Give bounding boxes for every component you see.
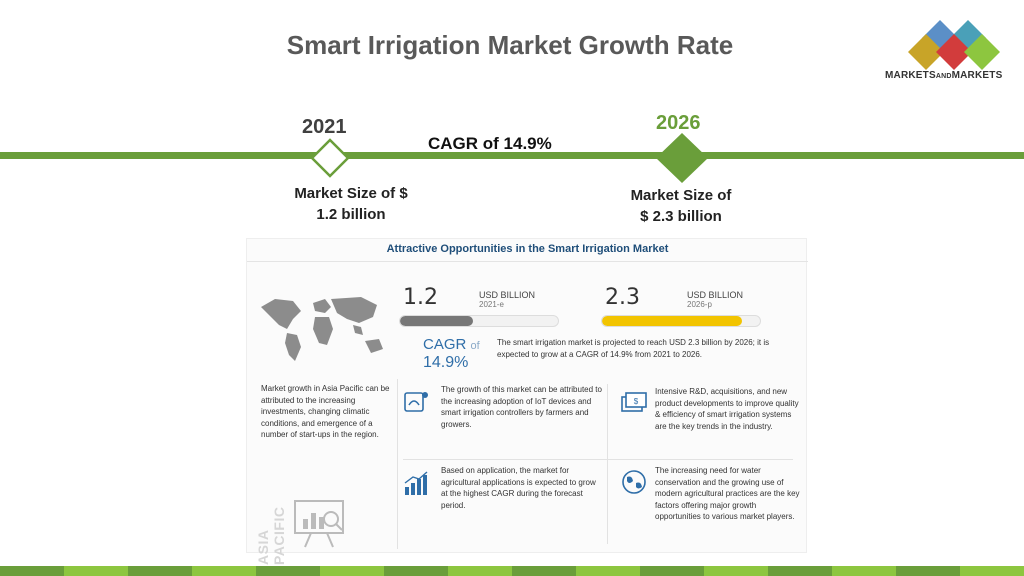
market-size-start-line1: Market Size of $ xyxy=(294,185,408,202)
projection-text: The smart irrigation market is projected… xyxy=(497,338,770,359)
card-application-text: Based on application, the market for agr… xyxy=(441,466,596,510)
market-size-end-line2: $ 2.3 billion xyxy=(640,208,722,225)
footer-stripe xyxy=(0,566,1024,576)
footer-stripe-segment xyxy=(704,566,768,576)
asia-pacific-text: Market growth in Asia Pacific can be att… xyxy=(261,384,390,439)
value-2026: 2.3 xyxy=(605,285,640,310)
cagr-word: CAGR of xyxy=(423,336,480,353)
cagr-value: 14.9% xyxy=(423,354,469,371)
year-start-label: 2021 xyxy=(302,116,347,138)
footer-stripe-segment xyxy=(576,566,640,576)
market-size-end-line1: Market Size of xyxy=(630,187,732,204)
market-size-start: Market Size of $ 1.2 billion xyxy=(276,183,426,225)
footer-stripe-segment xyxy=(832,566,896,576)
footer-stripe-segment xyxy=(320,566,384,576)
bar-2026-track xyxy=(601,315,761,327)
cagr-label: CAGR of 14.9% xyxy=(428,134,552,153)
infographic-divider xyxy=(247,261,808,262)
unit-2021-label: USD BILLION xyxy=(479,290,536,300)
growth-chart-icon xyxy=(404,471,428,495)
footer-stripe-segment xyxy=(640,566,704,576)
unit-2021-sub: 2021-e xyxy=(479,300,504,309)
market-size-start-line2: 1.2 billion xyxy=(316,206,386,223)
globe-water-icon xyxy=(622,470,646,494)
iot-irrigation-icon xyxy=(404,392,428,412)
svg-text:$: $ xyxy=(634,397,639,406)
footer-stripe-segment xyxy=(448,566,512,576)
value-2021: 1.2 xyxy=(403,285,438,310)
footer-stripe-segment xyxy=(128,566,192,576)
unit-2026-sub: 2026-p xyxy=(687,300,712,309)
money-icon: $ xyxy=(621,392,647,412)
footer-stripe-segment xyxy=(256,566,320,576)
footer-stripe-segment xyxy=(768,566,832,576)
footer-stripe-segment xyxy=(192,566,256,576)
asia-pacific-vertical-label: ASIA PACIFIC xyxy=(255,506,287,565)
bar-2021 xyxy=(400,316,473,326)
infographic-panel: Attractive Opportunities in the Smart Ir… xyxy=(246,238,808,565)
row-divider xyxy=(403,459,793,460)
world-map-icon xyxy=(261,297,383,361)
footer-stripe-segment xyxy=(896,566,960,576)
column-divider-middle xyxy=(607,384,608,544)
card-water-text: The increasing need for water conservati… xyxy=(655,466,800,521)
footer-stripe-segment xyxy=(64,566,128,576)
column-divider-left xyxy=(397,379,398,549)
bar-2026 xyxy=(602,316,742,326)
footer-stripe-segment xyxy=(384,566,448,576)
timeline-marker-start xyxy=(310,138,350,178)
bar-2021-track xyxy=(399,315,559,327)
timeline-line xyxy=(0,152,1024,159)
card-iot-text: The growth of this market can be attribu… xyxy=(441,385,602,429)
timeline-marker-end xyxy=(656,133,708,183)
year-end-label: 2026 xyxy=(656,112,701,134)
analytics-board-icon xyxy=(294,500,344,548)
unit-2026: USD BILLION 2026-p xyxy=(687,290,743,310)
cagr-block: CAGR of 14.9% xyxy=(423,337,480,372)
logo-text: MARKETSANDMARKETS xyxy=(885,70,1003,81)
footer-stripe-segment xyxy=(512,566,576,576)
infographic-title: Attractive Opportunities in the Smart Ir… xyxy=(386,243,669,255)
unit-2021: USD BILLION 2021-e xyxy=(479,290,535,310)
card-rd-text: Intensive R&D, acquisitions, and new pro… xyxy=(655,387,799,431)
footer-stripe-segment xyxy=(960,566,1024,576)
markets-and-markets-logo xyxy=(908,20,1000,70)
footer-stripe-segment xyxy=(0,566,64,576)
unit-2026-label: USD BILLION xyxy=(687,290,744,300)
page-title: Smart Irrigation Market Growth Rate xyxy=(286,30,734,60)
market-size-end: Market Size of $ 2.3 billion xyxy=(606,185,756,227)
